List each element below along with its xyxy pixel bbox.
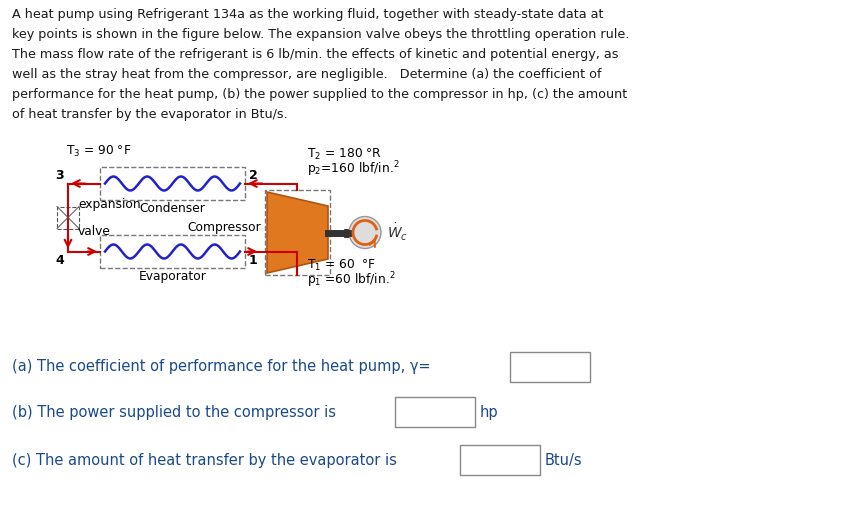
Text: (b) The power supplied to the compressor is: (b) The power supplied to the compressor… (12, 404, 336, 420)
Text: (a) The coefficient of performance for the heat pump, γ=: (a) The coefficient of performance for t… (12, 359, 430, 375)
Text: Evaporator: Evaporator (138, 270, 206, 283)
FancyBboxPatch shape (509, 352, 590, 382)
Text: The mass flow rate of the refrigerant is 6 lb/min. the effects of kinetic and po: The mass flow rate of the refrigerant is… (12, 48, 618, 61)
Text: 3: 3 (55, 169, 64, 181)
Text: expansion: expansion (78, 198, 141, 210)
Bar (343, 228, 352, 236)
Text: p$_2$=160 lbf/in.$^2$: p$_2$=160 lbf/in.$^2$ (307, 160, 400, 179)
Text: $\dot{W}_c$: $\dot{W}_c$ (387, 222, 407, 243)
Text: 4: 4 (55, 253, 64, 267)
Text: 2: 2 (249, 169, 257, 181)
Text: performance for the heat pump, (b) the power supplied to the compressor in hp, (: performance for the heat pump, (b) the p… (12, 88, 626, 101)
Text: Btu/s: Btu/s (544, 453, 582, 467)
Text: of heat transfer by the evaporator in Btu/s.: of heat transfer by the evaporator in Bt… (12, 108, 287, 121)
Text: Condenser: Condenser (140, 202, 205, 215)
Text: T$_2$ = 180 °R: T$_2$ = 180 °R (307, 147, 382, 162)
FancyBboxPatch shape (459, 445, 539, 475)
Text: (c) The amount of heat transfer by the evaporator is: (c) The amount of heat transfer by the e… (12, 453, 396, 467)
Polygon shape (267, 192, 328, 273)
Text: A heat pump using Refrigerant 134a as the working fluid, together with steady-st: A heat pump using Refrigerant 134a as th… (12, 8, 603, 21)
Text: T$_1$ = 60  °F: T$_1$ = 60 °F (307, 258, 377, 273)
Text: 1: 1 (249, 253, 257, 267)
Text: T$_3$ = 90 °F: T$_3$ = 90 °F (66, 144, 131, 159)
Text: valve: valve (78, 225, 111, 237)
Text: p$_1$ =60 lbf/in.$^2$: p$_1$ =60 lbf/in.$^2$ (307, 270, 395, 290)
Text: well as the stray heat from the compressor, are negligible.   Determine (a) the : well as the stray heat from the compress… (12, 68, 601, 81)
Text: key points is shown in the figure below. The expansion valve obeys the throttlin: key points is shown in the figure below.… (12, 28, 629, 41)
Bar (57, 207, 79, 228)
Circle shape (348, 216, 381, 249)
Text: hp: hp (480, 404, 498, 420)
FancyBboxPatch shape (394, 397, 475, 427)
Text: Compressor: Compressor (187, 221, 261, 234)
